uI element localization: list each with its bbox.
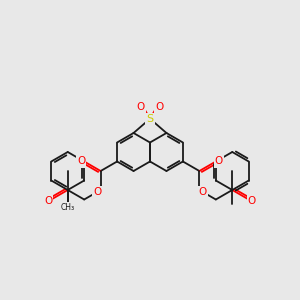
Text: O: O [198, 187, 206, 197]
Text: S: S [146, 114, 154, 124]
Text: O: O [77, 157, 85, 166]
Text: O: O [94, 187, 102, 197]
Text: O: O [155, 102, 163, 112]
Text: O: O [248, 196, 256, 206]
Text: O: O [137, 102, 145, 112]
Text: CH₃: CH₃ [61, 203, 75, 212]
Text: O: O [215, 157, 223, 166]
Text: O: O [44, 196, 52, 206]
